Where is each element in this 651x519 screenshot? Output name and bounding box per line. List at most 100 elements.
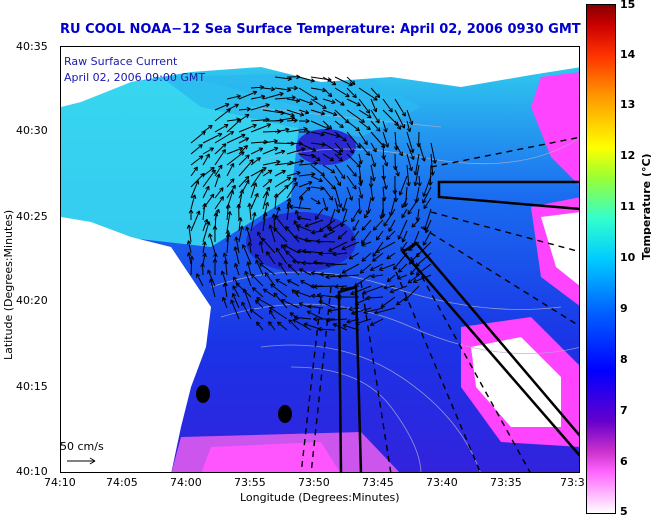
- current-vector-head: [218, 209, 220, 214]
- current-vector: [214, 108, 231, 122]
- current-vector-head: [372, 196, 375, 201]
- current-vector-head: [191, 194, 196, 199]
- buoy-west: [196, 385, 210, 403]
- current-vector-head: [235, 282, 238, 287]
- current-vector: [424, 208, 432, 231]
- current-vector-head: [278, 207, 281, 212]
- current-vector: [263, 288, 276, 298]
- current-vector: [277, 321, 288, 331]
- current-vector-head: [408, 281, 413, 284]
- current-vector-head: [218, 164, 223, 168]
- current-vector: [292, 318, 312, 331]
- current-vector: [370, 274, 384, 278]
- current-vector: [430, 142, 436, 164]
- temperature-colorbar: [586, 4, 616, 514]
- current-vector-head: [364, 215, 369, 219]
- current-vector: [247, 261, 252, 276]
- current-vector: [226, 204, 229, 221]
- current-vector-head: [362, 290, 366, 294]
- current-vector-head: [338, 150, 343, 153]
- current-vector-head: [241, 189, 245, 194]
- current-vector-head: [227, 230, 231, 235]
- current-vector: [418, 175, 421, 187]
- current-vector: [311, 230, 324, 234]
- current-vector: [310, 153, 321, 162]
- current-vector-head: [269, 169, 273, 174]
- current-vector: [296, 224, 312, 232]
- current-vector: [188, 252, 192, 265]
- current-vector-head: [294, 210, 297, 215]
- current-vector: [262, 147, 279, 155]
- current-vector-head: [387, 280, 392, 283]
- current-vector-head: [279, 120, 284, 124]
- current-vector: [287, 279, 300, 287]
- y-tick: 40:10: [16, 465, 48, 478]
- current-vector: [306, 310, 324, 320]
- current-vector-head: [317, 326, 322, 330]
- current-vector-head: [397, 275, 401, 280]
- current-vector-head: [297, 215, 302, 218]
- current-vector: [190, 210, 200, 232]
- current-vector-head: [260, 94, 266, 97]
- current-vector: [286, 160, 304, 166]
- current-vector-head: [386, 254, 390, 260]
- current-vector-head: [303, 322, 308, 325]
- current-vector-head: [412, 278, 417, 283]
- current-vector-head: [222, 252, 225, 257]
- current-vector-head: [341, 269, 345, 274]
- current-vector: [346, 76, 356, 85]
- current-vector-head: [310, 272, 315, 276]
- current-vector-head: [339, 150, 342, 155]
- current-vector-head: [303, 239, 308, 243]
- current-vector: [361, 219, 372, 231]
- current-vector-head: [285, 250, 291, 253]
- current-vector-head: [320, 174, 325, 177]
- current-vector: [383, 208, 396, 227]
- current-vector: [355, 318, 372, 325]
- current-vector-head: [312, 153, 316, 157]
- current-vector-head: [320, 134, 325, 137]
- current-vector: [370, 263, 384, 271]
- current-vector-head: [346, 92, 350, 97]
- current-vector-head: [331, 187, 336, 190]
- current-vector-head: [352, 174, 357, 177]
- current-vector-head: [245, 179, 250, 183]
- current-vector-head: [325, 274, 330, 278]
- current-vector-head: [410, 270, 412, 275]
- current-vector-head: [341, 123, 344, 128]
- current-vector: [389, 197, 396, 216]
- current-vector-head: [351, 310, 355, 314]
- current-vector-head: [291, 289, 297, 292]
- current-vector-head: [191, 255, 195, 261]
- current-vector-head: [351, 236, 353, 241]
- current-vector-head: [406, 128, 411, 133]
- current-vector-head: [240, 151, 245, 153]
- current-vector: [301, 262, 324, 265]
- current-vector-head: [341, 245, 345, 250]
- current-vector-head: [225, 233, 230, 238]
- current-vector: [415, 241, 432, 258]
- current-vector-head: [373, 228, 378, 231]
- current-vector: [226, 211, 231, 232]
- current-vector-head: [238, 203, 242, 208]
- current-vector: [269, 306, 288, 320]
- current-vector-head: [232, 190, 235, 195]
- current-vector-head: [329, 125, 333, 130]
- current-vector-head: [332, 114, 337, 117]
- current-vector: [351, 307, 372, 315]
- current-vector-head: [313, 260, 318, 263]
- current-vector-head: [190, 209, 194, 214]
- current-vector-head: [365, 297, 370, 301]
- current-vector: [286, 119, 298, 122]
- current-vector-head: [416, 143, 420, 148]
- current-vector-head: [348, 197, 353, 201]
- current-vector: [397, 274, 408, 280]
- current-vector-head: [396, 127, 401, 130]
- current-vector-head: [338, 208, 341, 214]
- current-vector-head: [260, 86, 265, 90]
- current-vector: [362, 285, 384, 294]
- current-vector: [238, 91, 257, 100]
- current-vector-head: [207, 269, 212, 273]
- current-vector-head: [395, 173, 399, 177]
- current-vector-head: [266, 123, 271, 125]
